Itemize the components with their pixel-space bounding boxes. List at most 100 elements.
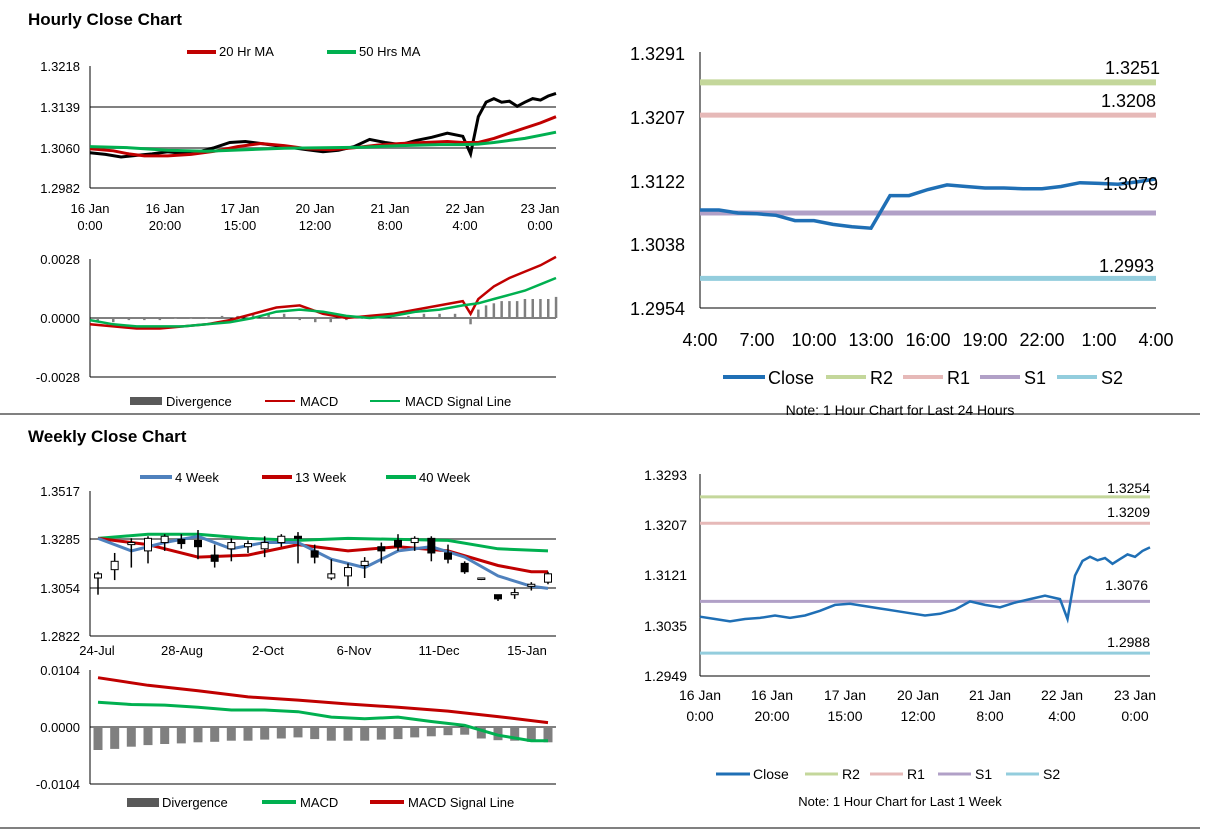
divergence-bar bbox=[205, 318, 208, 319]
x-tick-label: 10:00 bbox=[791, 330, 836, 350]
legend-label-s2: S2 bbox=[1101, 368, 1123, 388]
candlestick bbox=[110, 552, 119, 581]
candlestick bbox=[444, 544, 452, 564]
divergence-bar bbox=[260, 727, 270, 740]
divergence-bar bbox=[193, 727, 203, 743]
legend-label-20hr: 20 Hr MA bbox=[219, 44, 274, 59]
candle-body bbox=[460, 562, 469, 573]
level-label-r2: 1.3251 bbox=[1105, 58, 1160, 78]
divergence-bar bbox=[477, 309, 480, 318]
level-label-s2: 1.2988 bbox=[1107, 634, 1150, 650]
divergence-bar bbox=[160, 727, 170, 744]
candlestick bbox=[227, 538, 236, 562]
x-tick-label: 12:00 bbox=[900, 708, 935, 724]
x-tick-label: 0:00 bbox=[686, 708, 713, 724]
divergence-bar bbox=[126, 727, 136, 747]
x-tick-label: 8:00 bbox=[377, 218, 402, 233]
candlestick bbox=[360, 557, 369, 578]
divergence-bar bbox=[443, 727, 453, 736]
divergence-bar bbox=[329, 318, 332, 323]
divergence-bar bbox=[143, 318, 146, 321]
candlestick bbox=[244, 540, 252, 553]
divergence-bar bbox=[314, 318, 317, 323]
candle-body bbox=[194, 539, 202, 548]
x-tick-label: 21 Jan bbox=[969, 687, 1011, 703]
series-line-signal bbox=[97, 676, 549, 725]
divergence-bar bbox=[326, 727, 336, 741]
y-tick-label: 1.3139 bbox=[40, 100, 80, 115]
series-line-40week bbox=[97, 532, 549, 553]
candlestick bbox=[410, 536, 419, 551]
divergence-bar bbox=[210, 727, 220, 742]
y-tick-label: 0.0104 bbox=[40, 663, 80, 678]
divergence-bar bbox=[174, 318, 177, 319]
level-label-s1: 1.3079 bbox=[1103, 174, 1158, 194]
candlestick bbox=[277, 534, 286, 547]
x-tick-label: 7:00 bbox=[739, 330, 774, 350]
level-label-s2: 1.2993 bbox=[1099, 256, 1154, 276]
y-tick-label: 1.2954 bbox=[630, 299, 685, 319]
legend-label-divergence: Divergence bbox=[166, 394, 232, 409]
candlestick bbox=[377, 542, 386, 564]
x-tick-label: 4:00 bbox=[452, 218, 477, 233]
candle-body bbox=[94, 573, 102, 579]
divergence-bar bbox=[226, 727, 236, 741]
y-tick-label: 1.2822 bbox=[40, 629, 80, 644]
divergence-bar bbox=[460, 727, 470, 735]
divergence-bar bbox=[220, 315, 224, 318]
candlestick bbox=[460, 561, 469, 574]
hourly-price-chart: 20 Hr MA 50 Hrs MA 1.3218 1.3139 1.3060 … bbox=[40, 44, 559, 233]
y-tick-label: 1.3285 bbox=[40, 532, 80, 547]
weekly-section-title: Weekly Close Chart bbox=[28, 427, 187, 446]
candlestick bbox=[127, 538, 136, 568]
divergence-bar bbox=[276, 727, 286, 739]
legend-label-close: Close bbox=[753, 766, 789, 782]
x-tick-label: 16:00 bbox=[905, 330, 950, 350]
y-tick-label: 1.3218 bbox=[40, 59, 80, 74]
candlestick bbox=[310, 544, 319, 564]
candlestick bbox=[427, 536, 436, 562]
series-line-13week bbox=[97, 536, 548, 574]
y-tick-label: 1.3207 bbox=[644, 517, 687, 533]
divergence-bar bbox=[543, 727, 553, 743]
candlestick bbox=[144, 536, 152, 564]
divergence-bar bbox=[176, 727, 186, 744]
divergence-bar bbox=[343, 727, 353, 741]
x-tick-label: 16 Jan bbox=[145, 201, 184, 216]
y-tick-label: 1.3122 bbox=[630, 172, 685, 192]
x-tick-label: 12:00 bbox=[299, 218, 332, 233]
x-tick-label: 22 Jan bbox=[1041, 687, 1083, 703]
y-tick-label: 1.2949 bbox=[644, 668, 687, 684]
candlestick bbox=[394, 534, 402, 551]
candle-body bbox=[327, 573, 336, 579]
divergence-bar bbox=[476, 727, 486, 739]
week-levels-chart: 1.3293 1.3207 1.3121 1.3035 1.2949 16 Ja… bbox=[644, 467, 1156, 809]
divergence-bar bbox=[93, 727, 103, 750]
series-line-macd bbox=[97, 700, 548, 743]
x-tick-label: 6-Nov bbox=[337, 643, 372, 658]
divergence-bar bbox=[112, 318, 115, 323]
candle-body bbox=[360, 560, 369, 566]
x-tick-label: 17 Jan bbox=[824, 687, 866, 703]
weekly-price-chart: 4 Week 13 Week 40 Week 1.3517 1.3285 1.3… bbox=[40, 470, 556, 658]
level-label-r1: 1.3209 bbox=[1107, 504, 1150, 520]
y-tick-label: 1.3054 bbox=[40, 581, 80, 596]
divergence-bar bbox=[484, 305, 488, 318]
divergence-bar bbox=[393, 727, 403, 740]
divergence-bar bbox=[438, 313, 441, 318]
legend-label-close: Close bbox=[768, 368, 814, 388]
x-tick-label: 23 Jan bbox=[1114, 687, 1156, 703]
divergence-bar bbox=[547, 299, 550, 318]
chart-note: Note: 1 Hour Chart for Last 1 Week bbox=[798, 794, 1002, 809]
divergence-bar bbox=[110, 727, 120, 749]
series-line-signal bbox=[89, 276, 557, 328]
candlestick bbox=[527, 582, 536, 591]
x-tick-label: 0:00 bbox=[527, 218, 552, 233]
divergence-bar bbox=[243, 727, 253, 741]
candlestick bbox=[260, 536, 269, 558]
candlestick bbox=[344, 563, 352, 587]
x-tick-label: 4:00 bbox=[682, 330, 717, 350]
candle-body bbox=[110, 560, 119, 571]
x-tick-label: 8:00 bbox=[976, 708, 1003, 724]
candle-body bbox=[510, 592, 519, 596]
